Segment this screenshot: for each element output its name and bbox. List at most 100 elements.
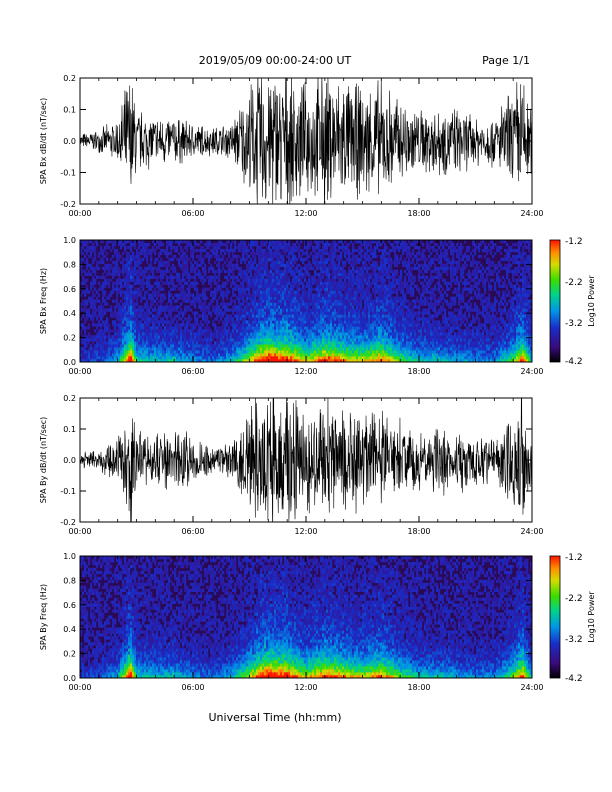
- panel-1-cell: [138, 332, 141, 336]
- panel-1-cell: [354, 332, 357, 336]
- panel-1-cell: [210, 350, 213, 354]
- panel-1-cell: [260, 263, 263, 268]
- panel-1-cell: [370, 350, 373, 354]
- panel-1-cell: [126, 293, 129, 297]
- panel-1-cell: [348, 332, 351, 336]
- panel-1-cell: [344, 314, 347, 318]
- panel-1-cell: [244, 326, 247, 330]
- panel-1-cell: [190, 353, 193, 357]
- panel-1-cell: [234, 287, 237, 291]
- panel-1-cell: [84, 278, 87, 282]
- panel-1-cell: [172, 281, 175, 285]
- panel-1-cell: [194, 260, 197, 265]
- panel-1-cell: [324, 287, 327, 291]
- panel-1-cell: [308, 308, 311, 312]
- panel-1-cell: [108, 338, 111, 342]
- panel-1-cell: [122, 311, 125, 315]
- panel-1-cell: [202, 329, 205, 333]
- panel-1-cell: [370, 341, 373, 345]
- panel-1-cell: [268, 317, 271, 321]
- panel-1-cell: [284, 326, 287, 330]
- panel-1-cell: [120, 299, 123, 303]
- panel-1-cell: [370, 335, 373, 339]
- panel-1-cell: [340, 353, 343, 357]
- panel-1-cell: [114, 311, 117, 315]
- panel-1-cell: [122, 347, 125, 351]
- panel-1-cell: [130, 287, 133, 291]
- panel-1-cell: [326, 251, 329, 256]
- panel-1-cell: [112, 356, 115, 360]
- panel-1-cell: [316, 266, 319, 271]
- panel-1-cell: [262, 338, 265, 342]
- panel-1-cell: [306, 326, 309, 330]
- panel-1-cell: [122, 326, 125, 330]
- panel-1-cell: [130, 344, 133, 348]
- panel-1-cell: [230, 353, 233, 357]
- panel-1-cell: [188, 350, 191, 354]
- panel-1-cell: [270, 278, 273, 282]
- panel-1-cell: [134, 323, 137, 327]
- panel-1-cell: [316, 341, 319, 345]
- panel-1-cell: [282, 254, 285, 259]
- panel-1-cell: [290, 308, 293, 312]
- panel-1-cell: [318, 344, 321, 348]
- panel-1-cell: [126, 341, 129, 345]
- panel-1-cell: [334, 275, 337, 279]
- panel-1-cell: [140, 356, 143, 360]
- panel-1-cell: [154, 275, 157, 279]
- panel-1-cell: [340, 314, 343, 318]
- panel-1-cell: [172, 326, 175, 330]
- panel-1-cell: [116, 284, 119, 288]
- panel-1-cell: [352, 296, 355, 300]
- panel-1-cell: [270, 329, 273, 333]
- panel-1-cell: [276, 240, 279, 244]
- panel-1-cell: [140, 260, 143, 265]
- panel-1-cell: [262, 347, 265, 351]
- panel-1-cell: [138, 278, 141, 282]
- panel-1-cell: [270, 341, 273, 345]
- panel-1-cell: [150, 338, 153, 342]
- panel-1-cell: [200, 260, 203, 265]
- panel-1-cell: [172, 254, 175, 259]
- panel-1-cell: [276, 272, 279, 277]
- panel-1-cell: [202, 314, 205, 318]
- panel-1-cell: [320, 338, 323, 342]
- panel-1-cell: [242, 359, 245, 363]
- panel-1-cell: [348, 296, 351, 300]
- panel-1-cell: [148, 272, 151, 277]
- panel-1-cell: [162, 248, 165, 253]
- panel-1-cell: [106, 326, 109, 330]
- panel-1-cell: [180, 296, 183, 300]
- panel-1-cell: [294, 329, 297, 333]
- panel-1-cell: [308, 326, 311, 330]
- panel-1-cell: [344, 335, 347, 339]
- panel-1-cell: [140, 248, 143, 253]
- panel-1-cell: [268, 332, 271, 336]
- panel-1-cell: [192, 296, 195, 300]
- panel-1-cell: [282, 341, 285, 345]
- panel-1-cell: [244, 257, 247, 262]
- panel-1-cell: [198, 299, 201, 303]
- panel-1-cell: [292, 251, 295, 256]
- panel-1-cell: [316, 260, 319, 265]
- panel-1-cell: [264, 278, 267, 282]
- panel-1-cell: [330, 305, 333, 309]
- panel-1-cell: [288, 311, 291, 315]
- panel-1-cell: [92, 308, 95, 312]
- panel-1-cell: [298, 329, 301, 333]
- panel-1-cell: [338, 314, 341, 318]
- panel-1-cell: [366, 296, 369, 300]
- panel-1-cell: [284, 329, 287, 333]
- panel-1-cell: [354, 311, 357, 315]
- panel-1-cell: [314, 332, 317, 336]
- panel-1-cell: [320, 290, 323, 294]
- panel-1-cell: [314, 320, 317, 324]
- panel-1-cell: [232, 281, 235, 285]
- panel-1-cell: [278, 353, 281, 357]
- panel-1-cell: [304, 323, 307, 327]
- panel-1-cell: [302, 329, 305, 333]
- panel-1-cell: [192, 341, 195, 345]
- panel-1-cell: [174, 287, 177, 291]
- panel-1-cell: [336, 326, 339, 330]
- panel-1-cell: [262, 266, 265, 271]
